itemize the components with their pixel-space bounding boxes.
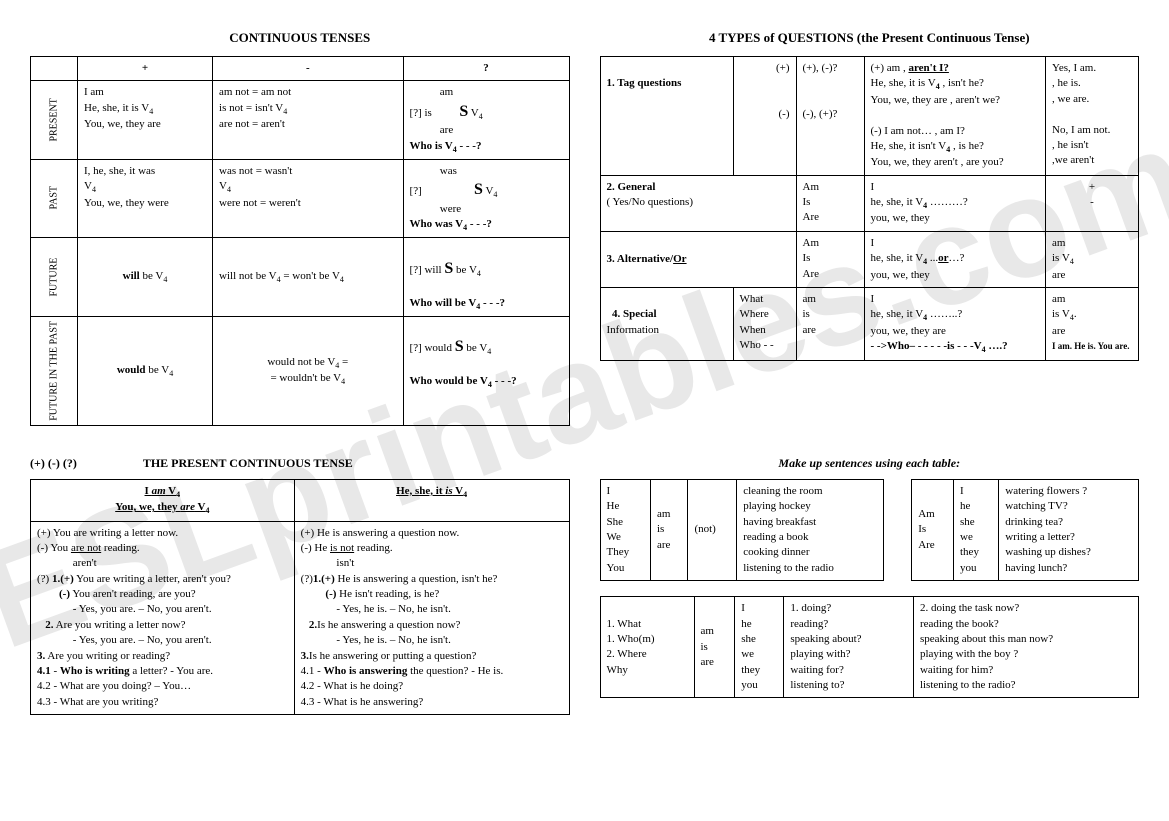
row-present: PRESENT <box>31 81 78 160</box>
q-tag-patterns: (+), (-)? (-), (+)? <box>796 57 864 176</box>
fip-minus: would not be V4 = = wouldn't be V4 <box>213 317 404 426</box>
q-alt-label: 3. Alternative/Or <box>600 231 796 287</box>
makeup-section: Make up sentences using each table: IHe … <box>600 456 1140 715</box>
m1-c6: Ihe shewe theyyou <box>954 479 999 580</box>
q-special-label: 4. Special Information <box>600 288 733 361</box>
pc-head-right: He, she, it is V4 <box>294 479 569 521</box>
q-tag-examples: (+) am , aren't I? He, she, it is V4 , i… <box>864 57 1046 176</box>
continuous-tenses-section: CONTINUOUS TENSES + - ? PRESENT I am He,… <box>30 30 570 426</box>
m1-c2: amisare <box>650 479 687 580</box>
q-special-ans: am is V4. are I am. He is. You are. <box>1046 288 1139 361</box>
col-plus: + <box>78 57 213 81</box>
future-q: [?] will S be V4 Who will be V4 - - -? <box>403 238 569 317</box>
m2-c3: Ihe shewe theyyou <box>735 597 784 698</box>
title-4types: 4 TYPES of QUESTIONS (the Present Contin… <box>600 30 1140 46</box>
makeup-table-2: 1. What1. Who(m) 2. Where Why amisare Ih… <box>600 596 1140 698</box>
pc-table: I am V4 You, we, they are V4 He, she, it… <box>30 479 570 715</box>
present-q: am [?] is S V4 are Who is V4 - - -? <box>403 81 569 160</box>
four-types-table: 1. Tag questions (+) (-) (+), (-)? (-), … <box>600 56 1140 361</box>
q-tag-label: 1. Tag questions <box>600 57 733 176</box>
future-minus: will not be V4 = won't be V4 <box>213 238 404 317</box>
row-past: PAST <box>31 159 78 238</box>
future-plus: will be V4 <box>78 238 213 317</box>
past-plus: I, he, she, it was V4 You, we, they were <box>78 159 213 238</box>
continuous-tenses-table: + - ? PRESENT I am He, she, it is V4 You… <box>30 56 570 426</box>
present-continuous-section: (+) (-) (?) THE PRESENT CONTINUOUS TENSE… <box>30 456 570 715</box>
q-general-subj: I he, she, it V4 ………? you, we, they <box>864 175 1046 231</box>
col-q: ? <box>403 57 569 81</box>
title-continuous: CONTINUOUS TENSES <box>30 30 570 46</box>
col-minus: - <box>213 57 404 81</box>
q-alt-subj: I he, she, it V4 ...or…? you, we, they <box>864 231 1046 287</box>
present-minus: am not = am not is not = isn't V4 are no… <box>213 81 404 160</box>
m1-c3: (not) <box>688 479 737 580</box>
m1-c7: watering flowers ?watching TV? drinking … <box>999 479 1139 580</box>
pnq-label: (+) (-) (?) THE PRESENT CONTINUOUS TENSE <box>30 456 570 471</box>
title-makeup: Make up sentences using each table: <box>600 456 1140 471</box>
pc-right: (+) He is answering a question now. (-) … <box>294 521 569 715</box>
m2-c1: 1. What1. Who(m) 2. Where Why <box>600 597 694 698</box>
q-special-subj: I he, she, it V4 ……..? you, we, they are… <box>864 288 1046 361</box>
row-fip: FUTURE IN THE PAST <box>31 317 78 426</box>
q-tag-answers: Yes, I am. , he is. , we are. No, I am n… <box>1046 57 1139 176</box>
pc-head-left: I am V4 You, we, they are V4 <box>31 479 295 521</box>
q-alt-aux: Am Is Are <box>796 231 864 287</box>
past-q: was [?] S V4 were Who was V4 - - -? <box>403 159 569 238</box>
four-types-section: 4 TYPES of QUESTIONS (the Present Contin… <box>600 30 1140 426</box>
q-alt-ans: am is V4 are <box>1046 231 1139 287</box>
past-minus: was not = wasn't V4 were not = weren't <box>213 159 404 238</box>
fip-plus: would be V4 <box>78 317 213 426</box>
q-general-label: 2. General ( Yes/No questions) <box>600 175 796 231</box>
page-content: CONTINUOUS TENSES + - ? PRESENT I am He,… <box>30 30 1139 715</box>
fip-q: [?] would S be V4 Who would be V4 - - -? <box>403 317 569 426</box>
m2-c5: 2. doing the task now? reading the book?… <box>913 597 1138 698</box>
pc-left: (+) You are writing a letter now. (-) Yo… <box>31 521 295 715</box>
m2-c4: 1. doing? reading? speaking about? playi… <box>784 597 914 698</box>
q-special-wh: What Where When Who - - <box>733 288 796 361</box>
q-general-aux: Am Is Are <box>796 175 864 231</box>
m1-c1: IHe SheWe TheyYou <box>600 479 650 580</box>
makeup-table-1: IHe SheWe TheyYou amisare (not) cleaning… <box>600 479 1140 581</box>
row-future: FUTURE <box>31 238 78 317</box>
q-general-ans: + - <box>1046 175 1139 231</box>
m2-c2: amisare <box>694 597 735 698</box>
m1-c4: cleaning the roomplaying hockey having b… <box>737 479 884 580</box>
m1-c5: AmIsAre <box>912 479 954 580</box>
q-tag-signs: (+) (-) <box>733 57 796 176</box>
q-special-aux: am is are <box>796 288 864 361</box>
present-plus: I am He, she, it is V4 You, we, they are <box>78 81 213 160</box>
